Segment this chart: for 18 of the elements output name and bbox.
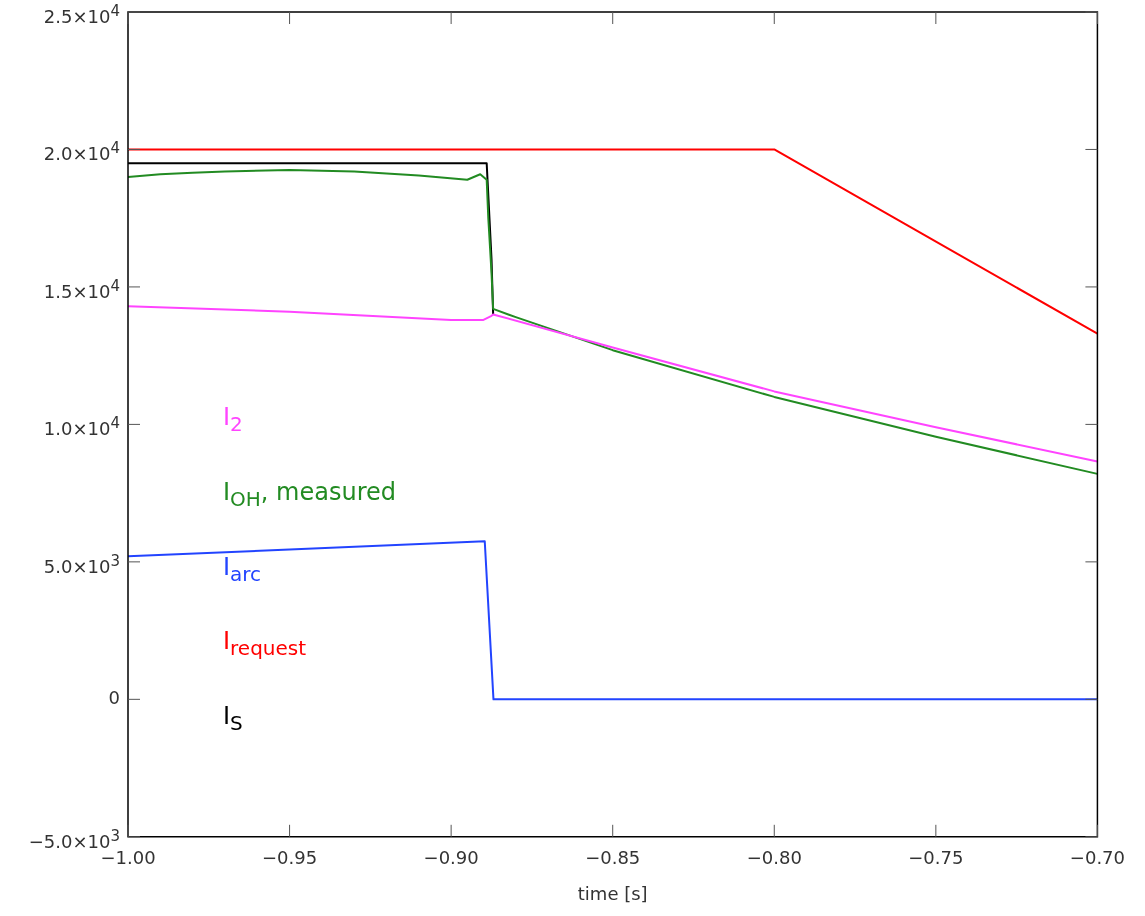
text: I$_{OH}$, measured <box>223 476 397 513</box>
y-tick-label: 1.5×10$^{4}$ <box>43 275 120 304</box>
x-tick-label: −0.85 <box>585 847 641 869</box>
text: I$_{2}$ <box>223 402 244 438</box>
x-tick-label: −0.80 <box>746 847 802 869</box>
y-tick-label: 2.0×10$^{4}$ <box>43 138 120 167</box>
x-tick-label: −0.70 <box>1069 847 1126 869</box>
y-tick-label: 2.5×10$^{4}$ <box>43 1 120 29</box>
x-tick-label: −0.75 <box>908 847 964 869</box>
x-tick-label: −0.90 <box>423 847 479 869</box>
y-tick-label: 1.0×10$^{4}$ <box>43 413 120 442</box>
text: I$_{S}$ <box>223 701 244 737</box>
series-label: I$_{arc}$ <box>223 551 263 588</box>
x-tick-label: −0.95 <box>261 847 318 869</box>
y-tick-label: 0 <box>108 686 120 711</box>
text: I$_{request}$ <box>223 626 308 663</box>
y-tick-label: 5.0×10$^{3}$ <box>43 550 120 579</box>
x-axis-title: time [s] <box>577 882 648 904</box>
